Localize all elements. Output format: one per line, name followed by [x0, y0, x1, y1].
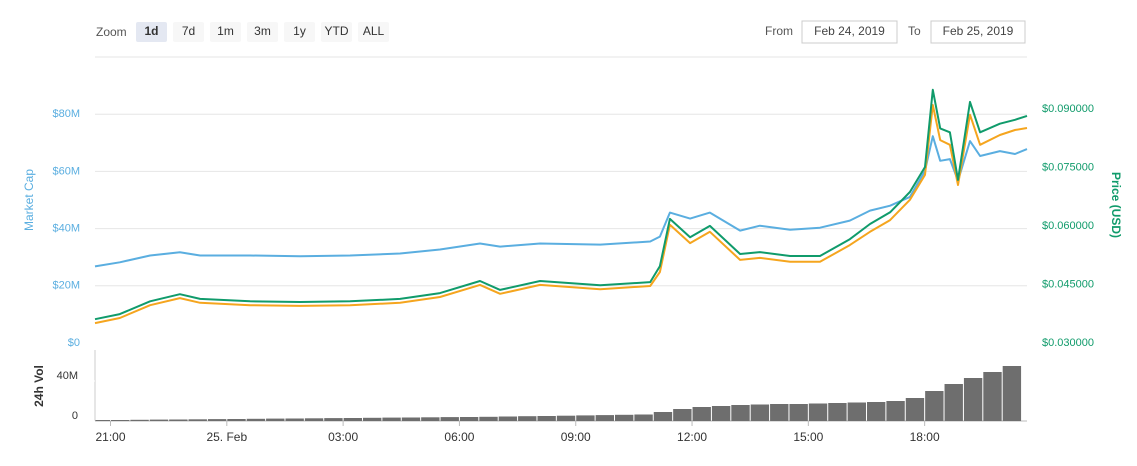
zoom-button-label[interactable]: ALL [363, 24, 385, 38]
y-tick-label: 0 [72, 410, 78, 422]
volume-bar [576, 415, 595, 421]
volume-bar [595, 415, 615, 421]
zoom-button-label[interactable]: 3m [254, 24, 271, 38]
volume-bar [382, 417, 401, 421]
volume-bar [750, 404, 770, 421]
x-tick-label: 06:00 [444, 430, 474, 444]
volume-bar [285, 418, 304, 421]
from-date-box[interactable] [801, 20, 898, 44]
volume-bar [95, 420, 111, 421]
y2-tick-label: $0.090000 [1042, 103, 1094, 115]
zoom-button[interactable] [284, 22, 315, 42]
volume-bar [963, 378, 983, 421]
x-tick-label: 25. Feb [206, 430, 247, 444]
volume-bar [711, 406, 731, 421]
volume-bar [188, 419, 207, 421]
volume-bar [479, 416, 498, 421]
volume-bar [207, 419, 227, 421]
volume-bar [518, 416, 537, 421]
volume-bar [673, 409, 692, 421]
volume-bar [615, 414, 634, 421]
volume-bar [1002, 366, 1022, 421]
y-tick-label: $0 [68, 337, 80, 349]
volume-bar [363, 417, 382, 421]
x-tick-label: 09:00 [561, 430, 591, 444]
volume-bar [111, 420, 130, 421]
volume-bar [886, 401, 905, 421]
zoom-button[interactable] [321, 22, 352, 42]
volume-bar [944, 384, 963, 421]
volume-bar [459, 417, 479, 421]
x-tick-label: 03:00 [328, 430, 358, 444]
y-tick-label: $60M [52, 165, 80, 177]
volume-bar [266, 418, 285, 421]
volume-bar [401, 417, 421, 421]
zoom-button[interactable] [247, 22, 278, 42]
volume-bar [246, 418, 266, 421]
volume-bar [847, 402, 866, 421]
zoom-label: Zoom [96, 25, 127, 39]
volume-bar [634, 414, 653, 421]
volume-bar [537, 416, 556, 421]
from-date[interactable]: Feb 24, 2019 [814, 24, 885, 38]
zoom-button-label[interactable]: 1y [293, 24, 306, 38]
zoom-button-label[interactable]: 1d [144, 24, 158, 38]
y-axis-title: Market Cap [22, 169, 36, 231]
volume-bar [925, 391, 944, 421]
series-line [94, 104, 1028, 325]
volume-bar [808, 403, 828, 421]
volume-bar [169, 419, 188, 421]
zoom-button[interactable] [210, 22, 241, 42]
volume-bar [983, 372, 1002, 421]
volume-bar [692, 407, 711, 421]
volume-bar [828, 403, 847, 421]
zoom-button-label[interactable]: 1m [217, 24, 234, 38]
x-tick-label: 21:00 [95, 430, 125, 444]
x-tick-label: 18:00 [910, 430, 940, 444]
series-line [94, 135, 1028, 268]
from-label: From [765, 24, 793, 38]
volume-bar [789, 404, 808, 421]
series-line [94, 88, 1028, 321]
y-tick-label: 40M [57, 370, 78, 382]
y-tick-label: $80M [52, 108, 80, 120]
volume-bar [343, 418, 363, 421]
to-date[interactable]: Feb 25, 2019 [943, 24, 1014, 38]
volume-bar [227, 419, 246, 421]
zoom-button[interactable] [358, 22, 389, 42]
y2-tick-label: $0.045000 [1042, 278, 1094, 290]
zoom-button[interactable] [173, 22, 204, 42]
volume-bar [440, 417, 459, 421]
y-tick-label: $40M [52, 223, 80, 235]
to-date-box[interactable] [930, 20, 1026, 44]
zoom-button-label[interactable]: 7d [182, 24, 195, 38]
y-tick-label: $20M [52, 280, 80, 292]
zoom-button[interactable] [136, 22, 167, 42]
y2-tick-label: $0.075000 [1042, 161, 1094, 173]
volume-bar [498, 416, 518, 421]
x-tick-label: 15:00 [793, 430, 823, 444]
volume-bar [149, 419, 169, 421]
volume-bar [421, 417, 440, 421]
volume-bar [770, 404, 789, 421]
volume-bar [866, 402, 886, 421]
y2-tick-label: $0.060000 [1042, 220, 1094, 232]
volume-bar [905, 398, 925, 421]
volume-bar [653, 412, 673, 421]
volume-bar [556, 415, 576, 421]
x-tick-label: 12:00 [677, 430, 707, 444]
volume-bar [731, 405, 750, 421]
volume-bar [324, 418, 343, 421]
volume-bar [130, 419, 149, 421]
y-axis-title: 24h Vol [32, 365, 46, 407]
y2-tick-label: $0.030000 [1042, 337, 1094, 349]
zoom-button-label[interactable]: YTD [325, 24, 349, 38]
volume-bar [304, 418, 324, 421]
y2-axis-title: Price (USD) [1109, 172, 1123, 238]
to-label: To [908, 24, 921, 38]
